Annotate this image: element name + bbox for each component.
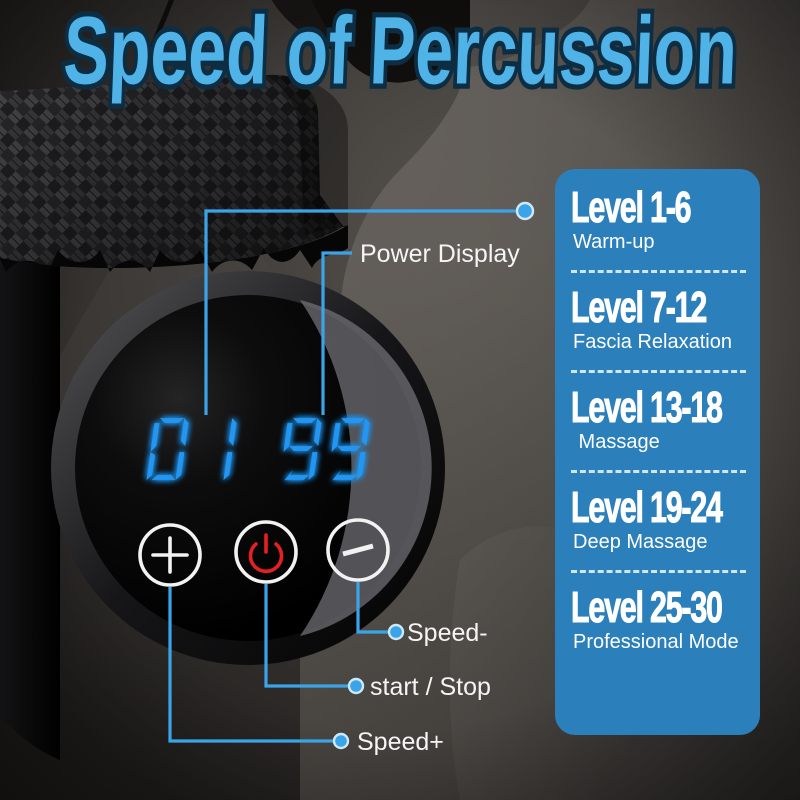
svg-text:Speed of Percussion: Speed of Percussion [62, 0, 739, 104]
